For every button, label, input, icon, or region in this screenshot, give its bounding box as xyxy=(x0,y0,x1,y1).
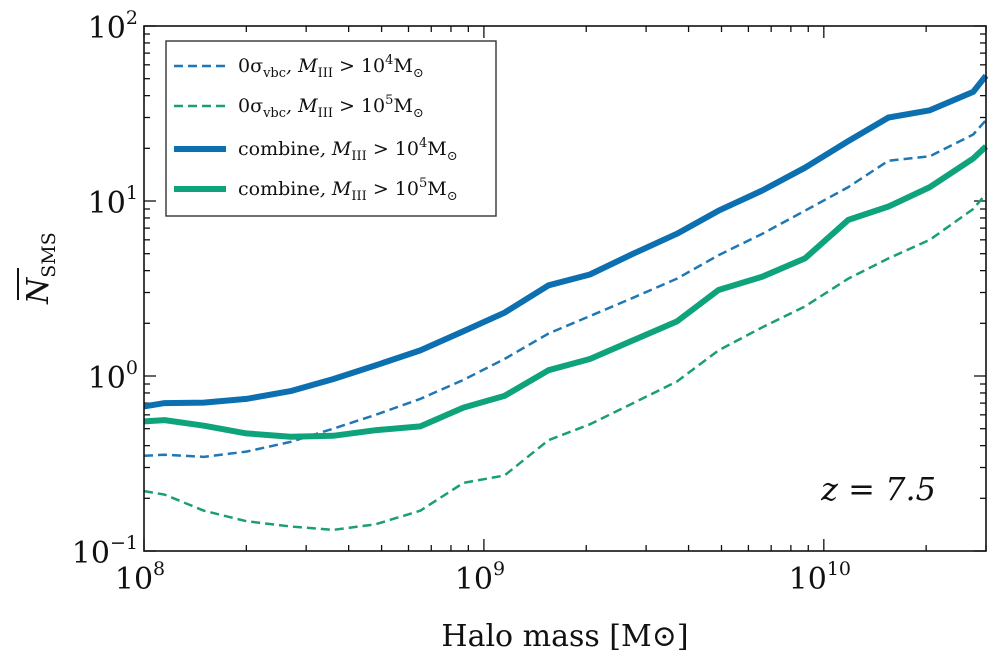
y-tick-label: 102 xyxy=(88,7,138,46)
svg-text:NSMS: NSMS xyxy=(21,232,60,305)
legend-label-1: 0σvbc, MIII > 104M⊙ xyxy=(238,53,424,81)
legend-label-4: combine, MIII > 105M⊙ xyxy=(238,176,458,204)
redshift-annotation: z = 7.5 xyxy=(820,470,936,508)
y-axis-title-sub: SMS xyxy=(38,232,60,278)
y-tick-label: 10−1 xyxy=(72,532,138,571)
plot-frame xyxy=(143,25,987,552)
x-axis-title: Halo mass [M⊙] xyxy=(441,619,688,654)
y-tick-label: 101 xyxy=(88,182,138,221)
x-tick-label: 108 xyxy=(115,558,165,597)
legend-label-3: combine, MIII > 104M⊙ xyxy=(238,136,458,164)
legend: 0σvbc, MIII > 104M⊙ 0σvbc, MIII > 105M⊙ co… xyxy=(165,40,497,217)
x-tick-label: 109 xyxy=(455,558,505,597)
series-line-2 xyxy=(143,192,987,532)
y-axis-title: NSMS xyxy=(17,232,60,305)
series-line-1 xyxy=(143,119,987,459)
tick-labels: 108 109 1010 10−1 100 101 102 xyxy=(72,7,851,597)
series-line-4 xyxy=(143,144,989,440)
x-tick-label: 1010 xyxy=(789,558,851,597)
y-tick-label: 100 xyxy=(88,357,138,396)
series-line-3 xyxy=(143,73,989,410)
legend-label-2: 0σvbc, MIII > 105M⊙ xyxy=(238,93,424,121)
axis-ticks xyxy=(143,25,987,552)
series-layer xyxy=(143,73,989,532)
y-axis-title-main: N xyxy=(21,276,56,305)
